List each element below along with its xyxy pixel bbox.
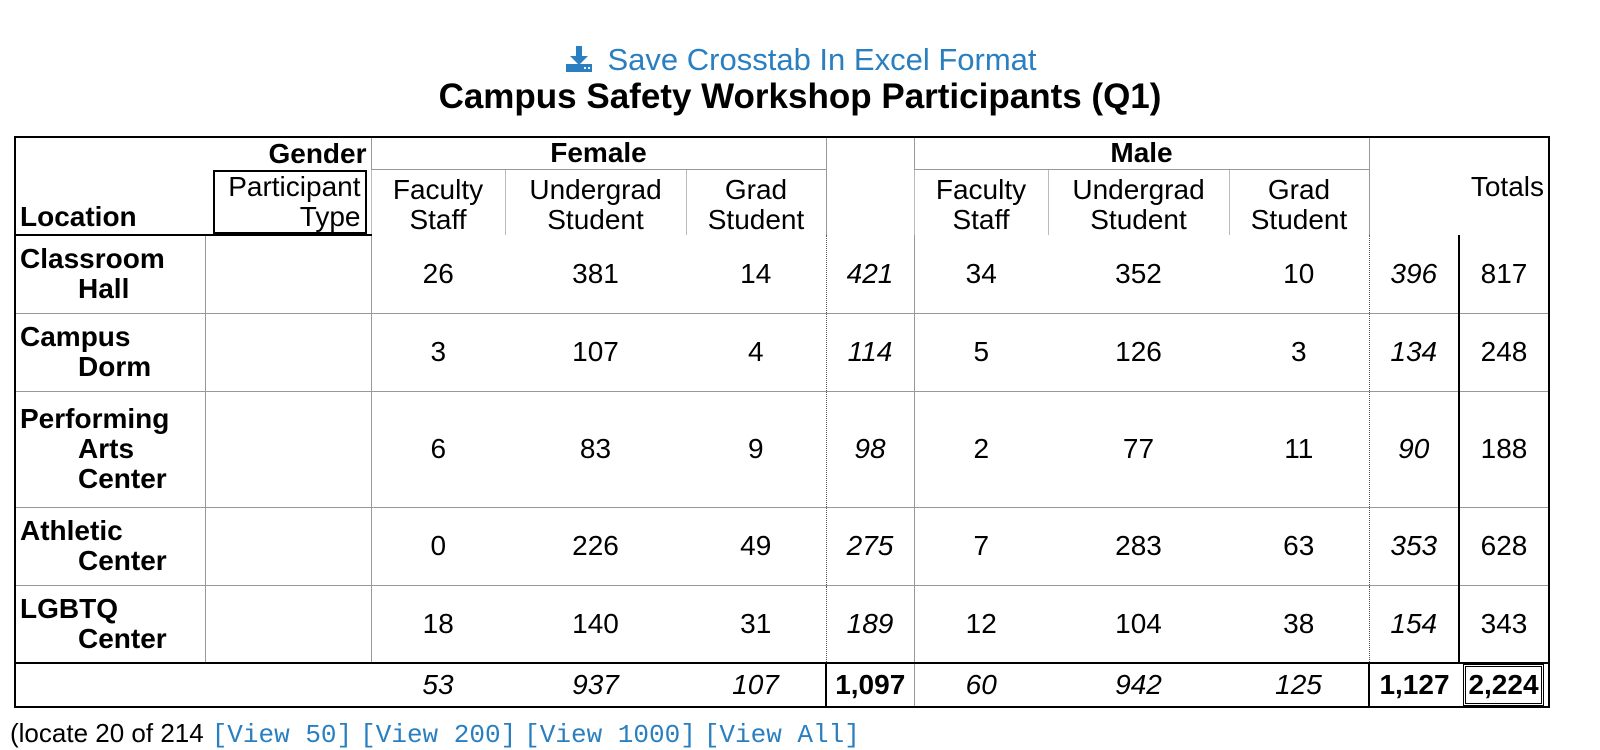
pager-text: (locate 20 of 214 (10, 718, 204, 748)
row-label: Performing Arts Center (15, 391, 206, 508)
column-total-cell: 942 (1048, 662, 1229, 707)
female-subtotal-cell: 114 (825, 313, 915, 392)
female-grad-header: Grad Student (685, 169, 827, 235)
cell: 5 (914, 313, 1048, 392)
table-row: Performing Arts Center 6 83 9 98 2 77 11 9… (15, 391, 1549, 508)
row-total-cell: 628 (1458, 507, 1549, 586)
participant-type-cell (205, 391, 372, 508)
gender-header: Gender (268, 138, 367, 169)
cell: 10 (1229, 235, 1369, 314)
cell: 126 (1048, 313, 1229, 392)
row-label: Athletic Center (15, 507, 206, 586)
cell: 352 (1048, 235, 1229, 314)
participant-type-cell (205, 507, 372, 586)
row-label: Campus Dorm (15, 313, 206, 392)
column-total-cell: 53 (371, 662, 505, 707)
cell: 38 (1229, 585, 1369, 664)
column-total-cell: 937 (505, 662, 686, 707)
save-excel-label: Save Crosstab In Excel Format (607, 42, 1037, 77)
male-subtotal-total: 1,127 (1368, 662, 1459, 707)
female-subtotal-total: 1,097 (825, 662, 915, 707)
cell: 140 (505, 585, 686, 664)
participant-type-cell (205, 585, 372, 664)
row-label: Classroom Hall (15, 234, 206, 314)
female-subtotal-cell: 98 (825, 391, 915, 508)
cell: 14 (686, 235, 826, 314)
female-faculty-staff-header: Faculty Staff (370, 169, 505, 235)
female-group-header: Female (370, 137, 827, 170)
view-50-link[interactable]: [View 50] (211, 720, 353, 750)
table-row: Athletic Center 0 226 49 275 7 283 63 353… (15, 507, 1549, 586)
footer-label-cell (15, 662, 371, 707)
cell: 381 (505, 235, 686, 314)
participant-type-header: Participant Type (205, 169, 371, 235)
download-icon (565, 46, 592, 72)
column-totals-row: 53 937 107 1,097 60 942 125 1,127 2,224 (15, 662, 1549, 707)
male-subtotal-cell: 154 (1368, 585, 1459, 664)
column-total-cell: 60 (914, 662, 1048, 707)
cell: 34 (914, 235, 1048, 314)
female-subtotal-cell: 189 (825, 585, 915, 664)
cell: 77 (1048, 391, 1229, 508)
save-excel-link[interactable]: Save Crosstab In Excel Format (0, 42, 1600, 78)
female-subtotal-header (826, 137, 914, 235)
cell: 63 (1229, 507, 1369, 586)
cell: 12 (914, 585, 1048, 664)
column-total-cell: 125 (1229, 662, 1369, 707)
cell: 11 (1229, 391, 1369, 508)
female-subtotal-cell: 275 (825, 507, 915, 586)
cell: 7 (914, 507, 1048, 586)
table-row: Campus Dorm 3 107 4 114 5 126 3 134 248 (15, 313, 1549, 392)
cell: 26 (371, 235, 505, 314)
crosstab-table: Location Gender Female Male Totals Parti… (14, 136, 1550, 708)
totals-header: Totals (1368, 137, 1549, 235)
view-200-link[interactable]: [View 200] (360, 720, 517, 750)
view-all-link[interactable]: [View All] (703, 720, 860, 750)
row-total-cell: 817 (1458, 235, 1549, 314)
male-subtotal-cell: 134 (1368, 313, 1459, 392)
female-undergrad-header: Undergrad Student (504, 169, 686, 235)
cell: 107 (505, 313, 686, 392)
row-total-cell: 188 (1458, 391, 1549, 508)
cell: 3 (1229, 313, 1369, 392)
male-subtotal-cell: 396 (1368, 235, 1459, 314)
row-total-cell: 343 (1458, 585, 1549, 664)
table-row: Classroom Hall 26 381 14 421 34 352 10 39… (15, 234, 1549, 314)
cell: 104 (1048, 585, 1229, 664)
view-1000-link[interactable]: [View 1000] (524, 720, 696, 750)
pagination: (locate 20 of 214 [View 50] [View 200] [Vie… (10, 718, 860, 750)
page-title: Campus Safety Workshop Participants (Q1) (438, 77, 1162, 116)
male-group-header: Male (913, 137, 1370, 170)
cell: 283 (1048, 507, 1229, 586)
column-total-cell: 107 (686, 662, 826, 707)
cell: 226 (505, 507, 686, 586)
row-label: LGBTQ Center (15, 585, 206, 664)
male-subtotal-cell: 353 (1368, 507, 1459, 586)
cell: 9 (686, 391, 826, 508)
cell: 18 (371, 585, 505, 664)
location-header: Location (20, 201, 137, 232)
cell: 4 (686, 313, 826, 392)
cell: 6 (371, 391, 505, 508)
male-faculty-staff-header: Faculty Staff (913, 169, 1048, 235)
cell: 0 (371, 507, 505, 586)
grand-total-cell: 2,224 (1459, 662, 1549, 707)
cell: 49 (686, 507, 826, 586)
row-total-cell: 248 (1458, 313, 1549, 392)
participant-type-cell (205, 234, 372, 314)
male-subtotal-cell: 90 (1368, 391, 1459, 508)
participant-type-cell (205, 313, 372, 392)
male-undergrad-header: Undergrad Student (1047, 169, 1229, 235)
cell: 83 (505, 391, 686, 508)
cell: 3 (371, 313, 505, 392)
cell: 31 (686, 585, 826, 664)
male-grad-header: Grad Student (1228, 169, 1369, 235)
cell: 2 (914, 391, 1048, 508)
table-row: LGBTQ Center 18 140 31 189 12 104 38 154 … (15, 585, 1549, 664)
female-subtotal-cell: 421 (825, 235, 915, 314)
